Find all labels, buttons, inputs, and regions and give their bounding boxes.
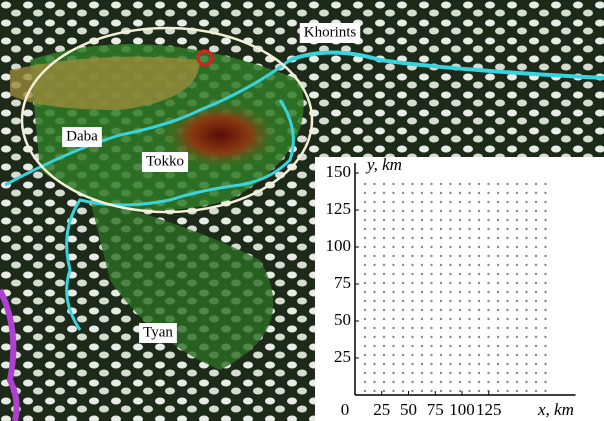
x-tick-label: 25 <box>373 400 390 419</box>
x-tick-label: 100 <box>449 400 475 419</box>
y-tick-label: 100 <box>326 236 352 255</box>
y-tick-label: 50 <box>334 310 351 329</box>
x-tick-label: 0 <box>341 400 350 419</box>
x-tick-label: 75 <box>427 400 444 419</box>
place-label: Khorints <box>304 24 357 40</box>
y-tick-label: 25 <box>334 347 351 366</box>
y-axis-label: y, km <box>365 155 402 174</box>
grid-points <box>363 177 553 392</box>
x-axis-label: x, km <box>537 400 574 419</box>
x-tick-label: 125 <box>476 400 502 419</box>
y-tick-label: 75 <box>334 273 351 292</box>
label-box <box>62 127 102 147</box>
river <box>4 58 291 187</box>
place-label: Daba <box>66 128 98 144</box>
place-label: Tokko <box>146 153 184 169</box>
burned-area <box>10 56 200 110</box>
river <box>65 99 295 331</box>
study-area <box>20 26 314 214</box>
region-edge <box>0 288 20 421</box>
fire-spot <box>196 49 214 67</box>
label-box <box>299 23 361 43</box>
y-tick-label: 150 <box>326 162 352 181</box>
vegetation <box>90 200 274 370</box>
x-tick-label: 50 <box>400 400 417 419</box>
river <box>289 50 604 80</box>
y-tick-label: 125 <box>326 199 352 218</box>
label-box <box>139 323 177 343</box>
place-label: Tyan <box>143 324 173 340</box>
label-box <box>141 152 189 172</box>
burned-area <box>160 100 280 170</box>
